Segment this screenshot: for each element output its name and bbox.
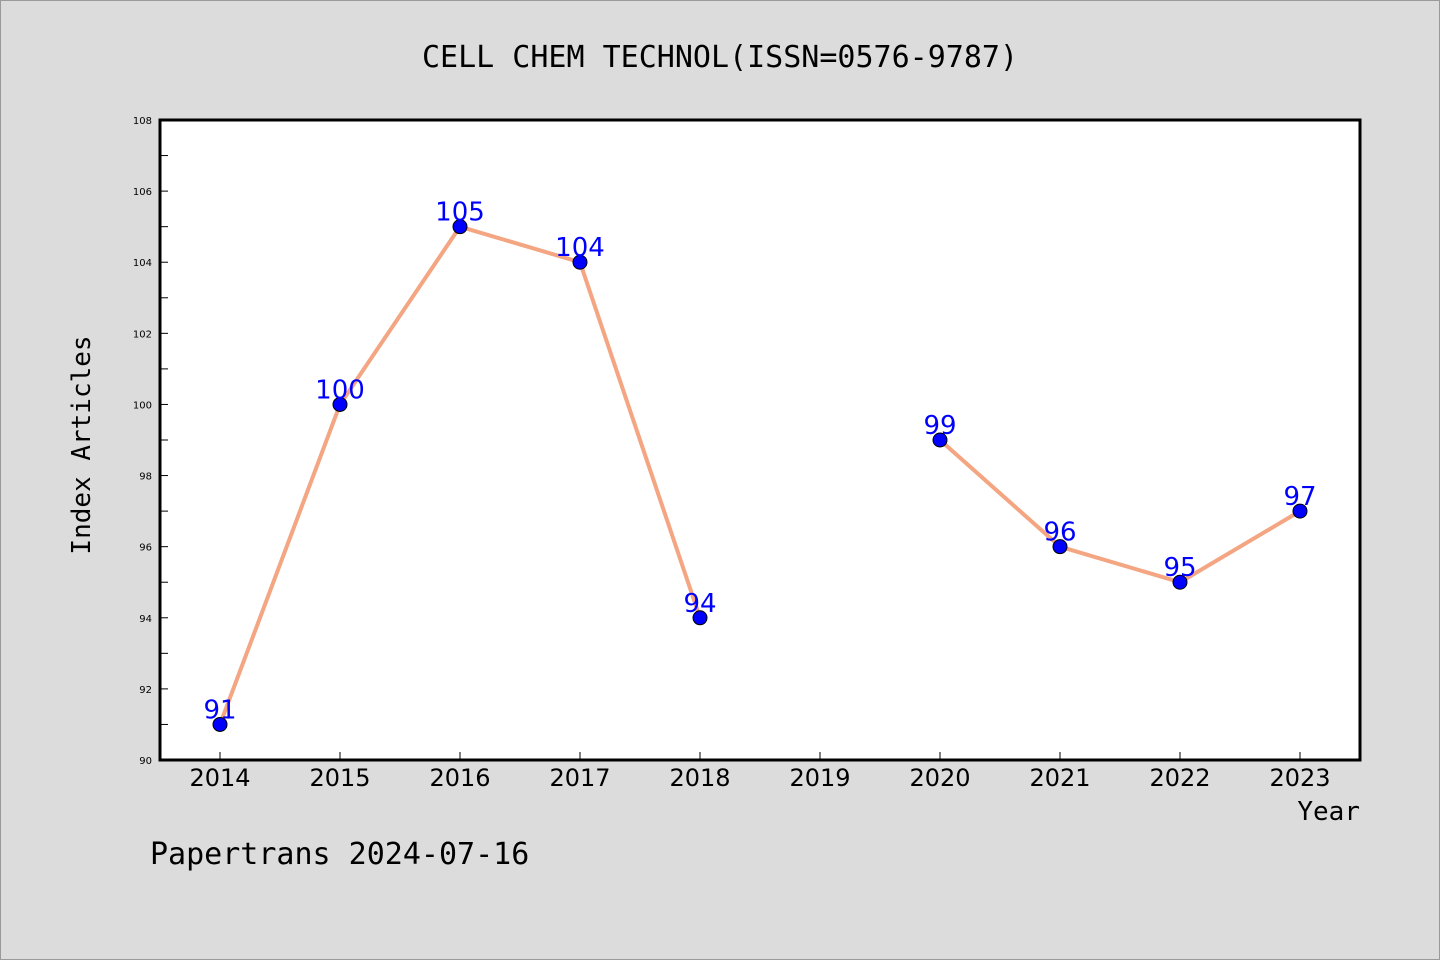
- data-label: 99: [923, 411, 956, 441]
- x-tick-label: 2022: [1149, 764, 1210, 792]
- x-axis: 2014 2015 2016 2017 2018 2019 2020 2021 2022 2023: [189, 752, 1331, 792]
- data-label: 96: [1043, 518, 1076, 548]
- y-tick-label: 90: [139, 756, 152, 767]
- data-label: 91: [203, 695, 236, 725]
- x-tick-label: 2016: [429, 764, 490, 792]
- x-tick-label: 2021: [1029, 764, 1090, 792]
- x-axis-title: Year: [1297, 797, 1360, 827]
- data-label: 95: [1163, 553, 1196, 583]
- x-tick-label: 2014: [189, 764, 250, 792]
- y-tick-label: 92: [139, 685, 152, 696]
- data-point: [452, 219, 468, 235]
- y-tick-label: 98: [139, 472, 152, 483]
- data-point: [692, 610, 708, 626]
- plot-border: [158, 118, 1362, 762]
- x-tick-label: 2017: [549, 764, 610, 792]
- y-tick-label: 102: [133, 329, 152, 340]
- data-label: 104: [555, 233, 605, 263]
- series-markers: [212, 219, 1308, 732]
- y-tick-label: 96: [139, 543, 152, 554]
- footer-note: Papertrans 2024-07-16: [150, 837, 529, 872]
- y-tick-label: 100: [133, 400, 152, 411]
- y-tick-label: 104: [133, 258, 152, 269]
- x-tick-label: 2015: [309, 764, 370, 792]
- data-label: 97: [1283, 482, 1316, 512]
- y-tick-label: 94: [139, 614, 152, 625]
- x-tick-label: 2019: [789, 764, 850, 792]
- plot-area: [160, 120, 1360, 760]
- x-tick-label: 2018: [669, 764, 730, 792]
- data-point: [1292, 503, 1308, 519]
- y-axis-title: Index Articles: [67, 335, 97, 554]
- data-label: 94: [683, 589, 716, 619]
- y-tick-label: 106: [133, 187, 152, 198]
- x-tick-label: 2020: [909, 764, 970, 792]
- data-label: 100: [315, 375, 365, 405]
- data-point: [932, 432, 948, 448]
- series-line: [938, 438, 1302, 585]
- chart-title: CELL CHEM TECHNOL(ISSN=0576-9787): [422, 40, 1018, 75]
- data-point: [332, 396, 348, 412]
- data-point: [1172, 574, 1188, 590]
- data-labels: 91 100 105 104 94 99 96 95 97: [203, 198, 1316, 726]
- data-point: [572, 254, 588, 270]
- data-label: 105: [435, 198, 485, 228]
- data-point: [212, 716, 228, 732]
- y-tick-label: 108: [133, 116, 152, 127]
- x-tick-label: 2023: [1269, 764, 1330, 792]
- data-point: [1052, 539, 1068, 555]
